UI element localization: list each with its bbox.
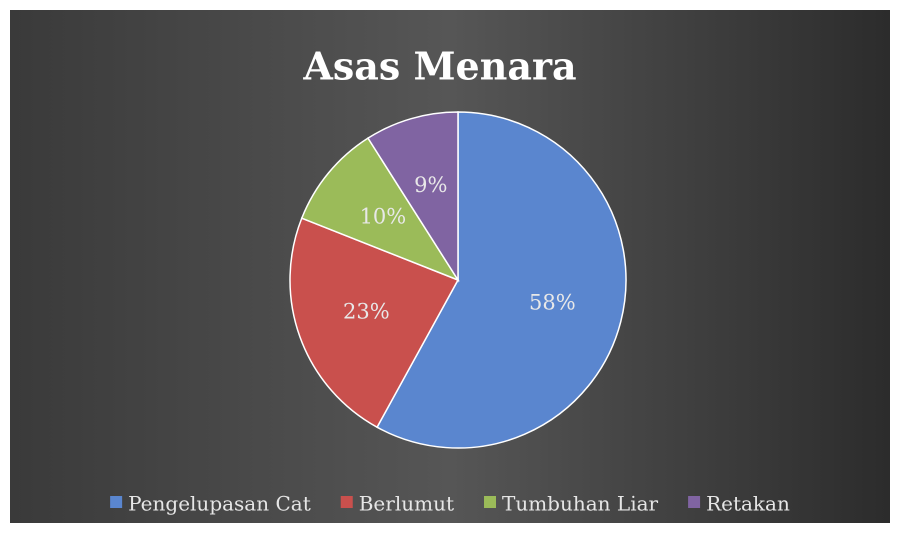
pie-slice <box>376 111 627 449</box>
legend-swatch <box>484 496 497 508</box>
data-label: 9% <box>414 173 447 197</box>
legend-swatch <box>688 496 701 508</box>
chart-title: Asas Menara <box>302 44 576 89</box>
data-label: 23% <box>343 300 390 324</box>
data-label: 10% <box>360 204 407 228</box>
legend-label: Berlumut <box>359 492 454 516</box>
legend-swatch <box>340 496 353 508</box>
legend-label: Tumbuhan Liar <box>502 492 659 516</box>
pie-slice <box>366 111 459 283</box>
legend-label: Retakan <box>706 492 790 516</box>
pie-slice <box>289 217 460 429</box>
legend: Pengelupasan Cat Berlumut Tumbuhan Liar Ret… <box>110 492 790 516</box>
legend-swatch <box>110 496 123 508</box>
data-label: 58% <box>529 291 576 315</box>
legend-label: Pengelupasan Cat <box>128 492 311 516</box>
pie: 58% 23% 10% 9% <box>289 111 627 449</box>
pie-slice <box>300 137 460 282</box>
